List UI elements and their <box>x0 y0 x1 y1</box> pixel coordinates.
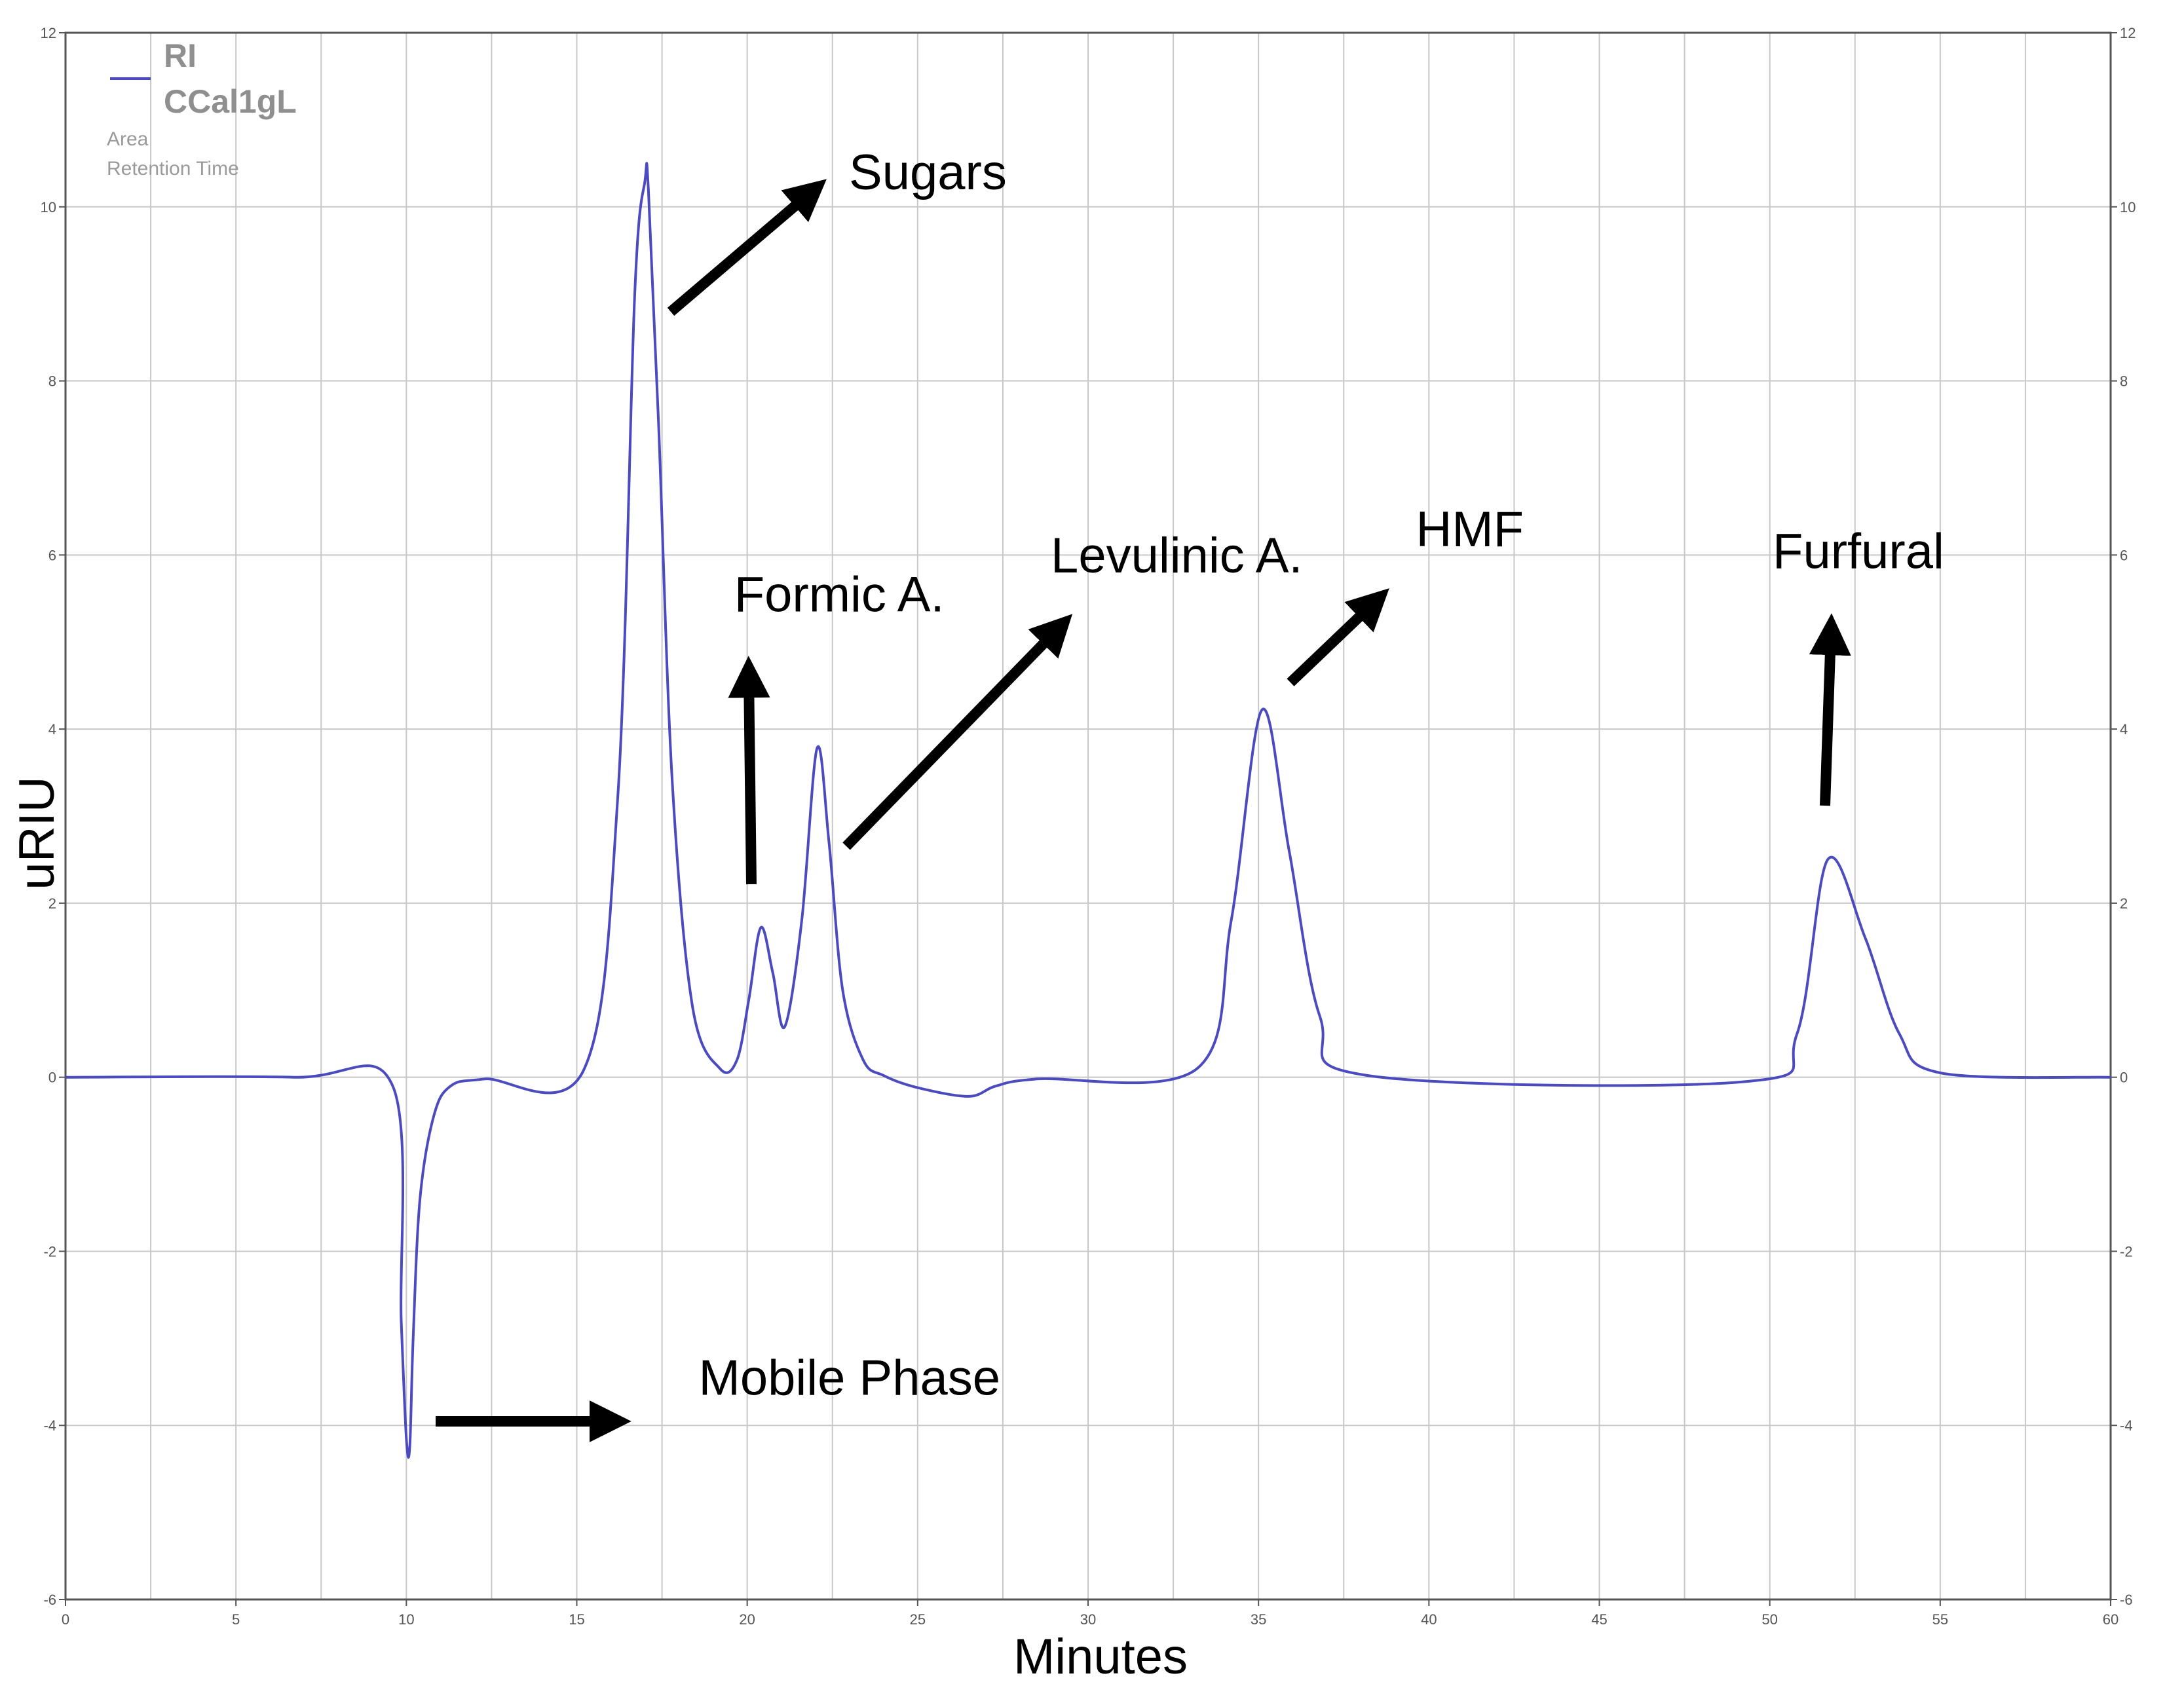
annotation-label: Mobile Phase <box>699 1351 1001 1406</box>
y-axis-title: uRIU <box>9 776 65 889</box>
y-tick-label-left: 4 <box>48 721 56 738</box>
y-tick-label-left: 12 <box>41 25 56 41</box>
x-tick-label: 0 <box>62 1611 69 1628</box>
arrow-levulinic <box>842 614 1073 850</box>
y-tick-label-left: 10 <box>41 199 56 215</box>
x-tick-label: 45 <box>1591 1611 1607 1628</box>
x-tick-label: 40 <box>1421 1611 1437 1628</box>
x-tick-label: 25 <box>910 1611 926 1628</box>
arrow-hmf <box>1287 588 1389 686</box>
y-tick-label-right: 12 <box>2120 25 2136 41</box>
y-tick-label-right: -2 <box>2120 1243 2133 1260</box>
y-tick-label-right: 6 <box>2120 547 2128 563</box>
y-tick-label-right: 2 <box>2120 895 2128 912</box>
y-tick-label-left: -2 <box>43 1243 56 1260</box>
x-tick-label: 30 <box>1080 1611 1096 1628</box>
annotation-label: Formic A. <box>734 567 945 623</box>
arrow-formic <box>728 656 770 885</box>
annotation-label: HMF <box>1416 502 1524 557</box>
arrow-furfural <box>1809 613 1851 806</box>
x-tick-label: 50 <box>1761 1611 1777 1628</box>
annotation-label: Levulinic A. <box>1051 528 1302 584</box>
y-tick-label-right: 8 <box>2120 373 2128 390</box>
y-tick-label-right: 0 <box>2120 1070 2128 1086</box>
annotation-label: Furfural <box>1773 523 1944 579</box>
annotation-arrows <box>436 179 1851 1442</box>
y-tick-label-left: 8 <box>48 373 56 390</box>
legend-line-area: Area <box>107 128 149 150</box>
x-tick-label: 20 <box>739 1611 755 1628</box>
y-tick-label-right: -6 <box>2120 1592 2133 1608</box>
y-tick-label-left: 0 <box>48 1070 56 1086</box>
legend-sample-name: CCal1gL <box>164 83 297 120</box>
y-tick-label-left: 6 <box>48 547 56 563</box>
arrow-sugars <box>667 179 827 316</box>
series-line-ri <box>65 162 2111 1459</box>
legend-series-name: RI <box>164 37 197 74</box>
x-tick-label: 55 <box>1932 1611 1948 1628</box>
y-tick-label-right: -4 <box>2120 1417 2133 1434</box>
x-axis-title: Minutes <box>1013 1629 1188 1685</box>
x-tick-label: 60 <box>2103 1611 2118 1628</box>
x-tick-label: 35 <box>1251 1611 1266 1628</box>
y-tick-label-left: -6 <box>43 1592 56 1608</box>
grid-lines <box>66 33 2111 1599</box>
y-tick-label-left: -4 <box>43 1417 56 1434</box>
axis-ticks: 0 5 10 15 20 25 30 35 40 45 50 55 60-6 -6-4 -4-2 -20 02 2… <box>41 25 2136 1628</box>
annotation-labels: Sugars Formic A. Levulinic A. HMF Furfural Mo… <box>699 145 1944 1406</box>
y-tick-label-right: 4 <box>2120 721 2128 738</box>
y-tick-label-left: 2 <box>48 895 56 912</box>
x-tick-label: 10 <box>398 1611 414 1628</box>
legend: RI CCal1gL Area Retention Time <box>107 37 297 179</box>
legend-line-retention-time: Retention Time <box>107 158 239 179</box>
x-tick-label: 15 <box>569 1611 584 1628</box>
y-tick-label-right: 10 <box>2120 199 2136 215</box>
annotation-label: Sugars <box>849 145 1007 200</box>
x-tick-label: 5 <box>232 1611 240 1628</box>
